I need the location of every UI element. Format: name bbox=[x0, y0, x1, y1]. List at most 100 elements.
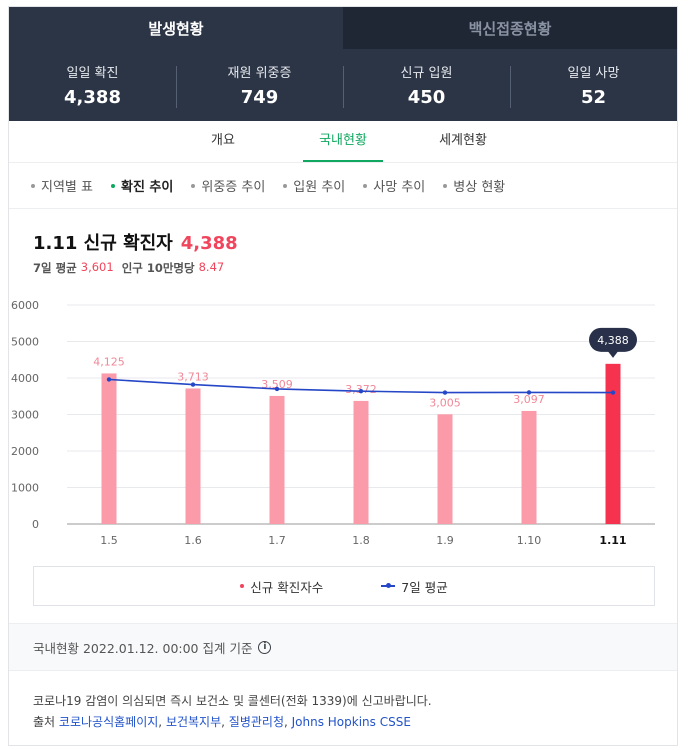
source-line: 출처 코로나공식홈페이지, 보건복지부, 질병관리청, Johns Hopkin… bbox=[33, 715, 411, 729]
chip-label: 지역별 표 bbox=[41, 180, 93, 195]
bar bbox=[353, 400, 369, 524]
y-tick-label: 0 bbox=[32, 518, 39, 531]
chip-death-trend[interactable]: 사망 추이 bbox=[363, 176, 425, 195]
info-icon[interactable]: i bbox=[258, 640, 272, 654]
stat-label: 재원 위중증 bbox=[227, 66, 292, 81]
data-reference: 국내현황 2022.01.12. 00:00 집계 기준 i bbox=[9, 623, 677, 671]
y-tick-label: 6000 bbox=[11, 299, 39, 312]
tab-world[interactable]: 세계현황 bbox=[439, 133, 487, 148]
bar bbox=[185, 388, 201, 524]
chip-label: 위중증 추이 bbox=[201, 180, 266, 195]
bullet-icon bbox=[443, 183, 448, 188]
legend-label: 7일 평균 bbox=[401, 579, 448, 595]
bar bbox=[437, 414, 453, 524]
source-link-jhu-csse[interactable]: Johns Hopkins CSSE bbox=[291, 715, 411, 729]
legend-item-confirmed[interactable]: 신규 확진자수 bbox=[240, 577, 323, 596]
chart-title-row: 1.11 신규 확진자 4,388 bbox=[33, 229, 238, 255]
y-tick-label: 2000 bbox=[11, 445, 39, 458]
avg-point bbox=[106, 377, 112, 382]
per-capita-value: 8.47 bbox=[198, 260, 225, 274]
y-tick-label: 1000 bbox=[11, 482, 39, 495]
bar-data-label: 3,713 bbox=[177, 370, 209, 383]
stat-new-admissions: 신규 입원 450 bbox=[343, 62, 510, 108]
x-tick-label: 1.6 bbox=[184, 534, 202, 547]
y-tick-label: 4000 bbox=[11, 372, 39, 385]
bar bbox=[269, 395, 285, 524]
bar-data-label: 4,125 bbox=[93, 355, 125, 368]
bar-data-label: 3,509 bbox=[261, 378, 293, 391]
y-tick-label: 3000 bbox=[11, 409, 39, 422]
bullet-icon bbox=[363, 183, 368, 188]
avg-point bbox=[526, 390, 532, 395]
chip-label: 입원 추이 bbox=[293, 180, 346, 195]
chip-critical-trend[interactable]: 위중증 추이 bbox=[191, 176, 265, 195]
per-capita-label: 인구 10만명당 bbox=[121, 261, 195, 275]
legend-label: 신규 확진자수 bbox=[250, 579, 324, 595]
avg-point bbox=[190, 382, 196, 387]
avg-point bbox=[442, 390, 448, 395]
stat-value: 749 bbox=[240, 87, 279, 108]
tab-overview[interactable]: 개요 bbox=[211, 133, 235, 148]
sub-tabs: 개요 국내현황 세계현황 bbox=[9, 121, 677, 163]
chip-regional-table[interactable]: 지역별 표 bbox=[31, 176, 93, 195]
chip-label: 병상 현황 bbox=[453, 180, 506, 195]
stat-critical: 재원 위중증 749 bbox=[176, 62, 343, 108]
bullet-icon bbox=[191, 183, 196, 188]
x-tick-label: 1.5 bbox=[100, 534, 118, 547]
x-tick-label: 1.11 bbox=[599, 534, 626, 547]
legend-line-icon bbox=[381, 583, 396, 588]
avg-value: 3,601 bbox=[80, 260, 114, 274]
legend-dot-icon bbox=[240, 584, 245, 588]
avg-label: 7일 평균 bbox=[33, 261, 77, 275]
bar bbox=[101, 373, 117, 524]
avg-point bbox=[358, 388, 364, 394]
header: 발생현황 백신접종현황 일일 확진 4,388 재원 위중증 749 신규 입원… bbox=[9, 7, 677, 121]
avg-point bbox=[274, 386, 280, 392]
bar-data-label: 3,097 bbox=[513, 393, 545, 406]
stat-daily-deaths: 일일 사망 52 bbox=[510, 62, 677, 108]
x-tick-label: 1.10 bbox=[517, 534, 542, 547]
source-link-kdca[interactable]: 질병관리청 bbox=[228, 715, 284, 729]
source-link-kdca-home[interactable]: 코로나공식홈페이지 bbox=[58, 715, 159, 729]
tooltip-bubble bbox=[589, 327, 637, 352]
stat-label: 일일 사망 bbox=[567, 66, 620, 81]
top-tabs: 발생현황 백신접종현황 bbox=[9, 7, 677, 49]
stat-label: 일일 확진 bbox=[66, 66, 119, 81]
chip-bed-status[interactable]: 병상 현황 bbox=[443, 176, 505, 195]
chip-admission-trend[interactable]: 입원 추이 bbox=[283, 176, 345, 195]
notice-block: 코로나19 감염이 의심되면 즉시 보건소 및 콜센터(전화 1339)에 신고… bbox=[33, 691, 432, 733]
x-tick-label: 1.8 bbox=[352, 534, 370, 547]
stats-row: 일일 확진 4,388 재원 위중증 749 신규 입원 450 일일 사망 5… bbox=[9, 49, 677, 121]
bullet-icon bbox=[110, 183, 115, 188]
reference-text: 국내현황 2022.01.12. 00:00 집계 기준 bbox=[33, 640, 253, 656]
tooltip-pointer bbox=[608, 351, 618, 358]
source-prefix: 출처 bbox=[33, 715, 56, 729]
x-tick-label: 1.7 bbox=[268, 534, 286, 547]
bullet-icon bbox=[31, 183, 35, 188]
tooltip-label: 4,388 bbox=[597, 334, 629, 347]
confirmed-trend-chart: 0 1000 2000 3000 4000 5000 6000 1.5 4,125 1.6 3,71… bbox=[11, 299, 655, 547]
bar-data-label: 3,005 bbox=[429, 396, 461, 409]
stat-daily-confirmed: 일일 확진 4,388 bbox=[9, 62, 176, 108]
chip-confirmed-trend[interactable]: 확진 추이 bbox=[110, 176, 174, 195]
bullet-icon bbox=[283, 183, 288, 188]
tab-domestic[interactable]: 국내현황 bbox=[303, 121, 383, 162]
chart-meta: 7일 평균 3,601 인구 10만명당 8.47 bbox=[33, 260, 224, 276]
chart-legend: 신규 확진자수 7일 평균 bbox=[33, 566, 655, 606]
stat-value: 4,388 bbox=[64, 87, 121, 108]
stat-value: 52 bbox=[580, 87, 607, 108]
chart-filter-chips: 지역별 표 확진 추이 위중증 추이 입원 추이 사망 추이 병상 현황 bbox=[9, 163, 677, 209]
chart-title-value: 4,388 bbox=[180, 233, 238, 254]
source-link-mohw[interactable]: 보건복지부 bbox=[165, 715, 222, 729]
avg-point bbox=[610, 390, 616, 395]
chip-label: 확진 추이 bbox=[120, 180, 174, 195]
stat-value: 450 bbox=[407, 87, 446, 108]
covid-status-card: 발생현황 백신접종현황 일일 확진 4,388 재원 위중증 749 신규 입원… bbox=[8, 6, 678, 746]
x-tick-label: 1.9 bbox=[436, 534, 454, 547]
tab-outbreak-status[interactable]: 발생현황 bbox=[9, 7, 343, 49]
legend-item-7day-avg[interactable]: 7일 평균 bbox=[381, 577, 448, 596]
stat-label: 신규 입원 bbox=[400, 66, 453, 81]
tab-vaccination-status[interactable]: 백신접종현황 bbox=[343, 7, 677, 49]
y-tick-label: 5000 bbox=[11, 336, 39, 349]
bar bbox=[605, 363, 621, 524]
